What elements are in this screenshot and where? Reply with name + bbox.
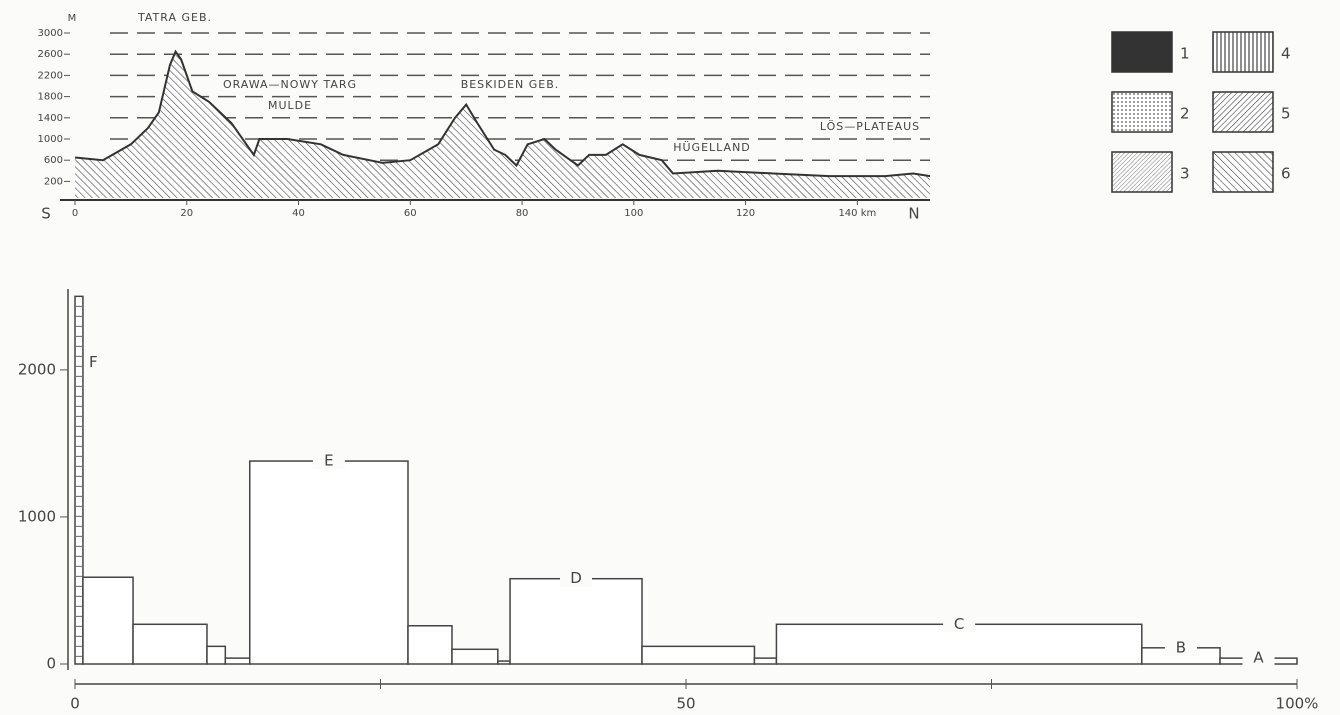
y-tick-label: 1400: [38, 113, 63, 124]
bar: [452, 649, 498, 664]
bar: [225, 658, 249, 664]
annotation: LÖS—PLATEAUS: [820, 120, 920, 133]
profile-area: [75, 52, 930, 198]
legend-swatch: [1112, 32, 1172, 72]
bar: [642, 646, 754, 664]
y-tick-label: 1800: [38, 92, 63, 103]
x-tick-label: 0: [70, 695, 80, 713]
legend-label: 6: [1281, 165, 1291, 183]
annotation: ORAWA—NOWY TARG: [223, 78, 357, 91]
y-tick-label: 1000: [38, 134, 63, 145]
y-tick-label: 3000: [38, 28, 63, 39]
bar: [250, 461, 408, 664]
x-tick-label: 140 km: [838, 208, 876, 219]
bar-label: F: [89, 353, 98, 371]
annotation: HÜGELLAND: [673, 141, 751, 154]
bar-label: B: [1176, 638, 1186, 656]
y-tick-label: 2200: [38, 70, 63, 81]
x-tick-label: 100%: [1276, 695, 1319, 713]
bar: [133, 624, 207, 664]
legend-swatch: [1213, 32, 1273, 72]
bar: [754, 658, 776, 664]
bar: [83, 577, 133, 664]
legend-swatch: [1112, 152, 1172, 192]
direction-label: S: [41, 205, 51, 223]
y-tick-label: 2000: [18, 360, 56, 378]
x-tick-label: 100: [624, 208, 643, 219]
legend-swatch: [1213, 92, 1273, 132]
y-axis-unit: M: [68, 13, 77, 24]
x-tick-label: 40: [292, 208, 305, 219]
bar: [510, 579, 642, 664]
annotation: BESKIDEN GEB.: [461, 78, 560, 91]
x-tick-label: 80: [516, 208, 529, 219]
x-tick-label: 20: [180, 208, 193, 219]
legend-swatch: [1112, 92, 1172, 132]
bar-label: A: [1253, 649, 1264, 667]
y-tick-label: 200: [44, 176, 63, 187]
annotation: TATRA GEB.: [137, 11, 212, 24]
direction-label: N: [908, 205, 919, 223]
bar: [408, 626, 452, 664]
legend-label: 3: [1180, 165, 1190, 183]
bar-label: C: [954, 615, 964, 633]
bar-label: E: [324, 452, 333, 470]
y-tick-label: 1000: [18, 507, 56, 525]
x-tick-label: 120: [736, 208, 755, 219]
bar: [207, 646, 225, 664]
bar-label: D: [570, 569, 582, 587]
legend-label: 5: [1281, 105, 1291, 123]
bar: [75, 296, 83, 664]
page: M S N 2006001000140018002200260030000204…: [0, 0, 1340, 715]
legend-label: 4: [1281, 45, 1291, 63]
legend-swatch: [1213, 152, 1273, 192]
x-tick-label: 60: [404, 208, 417, 219]
x-tick-label: 50: [676, 695, 695, 713]
x-tick-label: 0: [72, 208, 78, 219]
figure: M S N 2006001000140018002200260030000204…: [0, 0, 1340, 715]
legend-label: 2: [1180, 105, 1190, 123]
y-tick-label: 600: [44, 155, 63, 166]
legend-label: 1: [1180, 45, 1190, 63]
y-tick-label: 2600: [38, 49, 63, 60]
y-tick-label: 0: [46, 655, 56, 673]
bar: [498, 661, 510, 664]
annotation: MULDE: [268, 99, 312, 112]
